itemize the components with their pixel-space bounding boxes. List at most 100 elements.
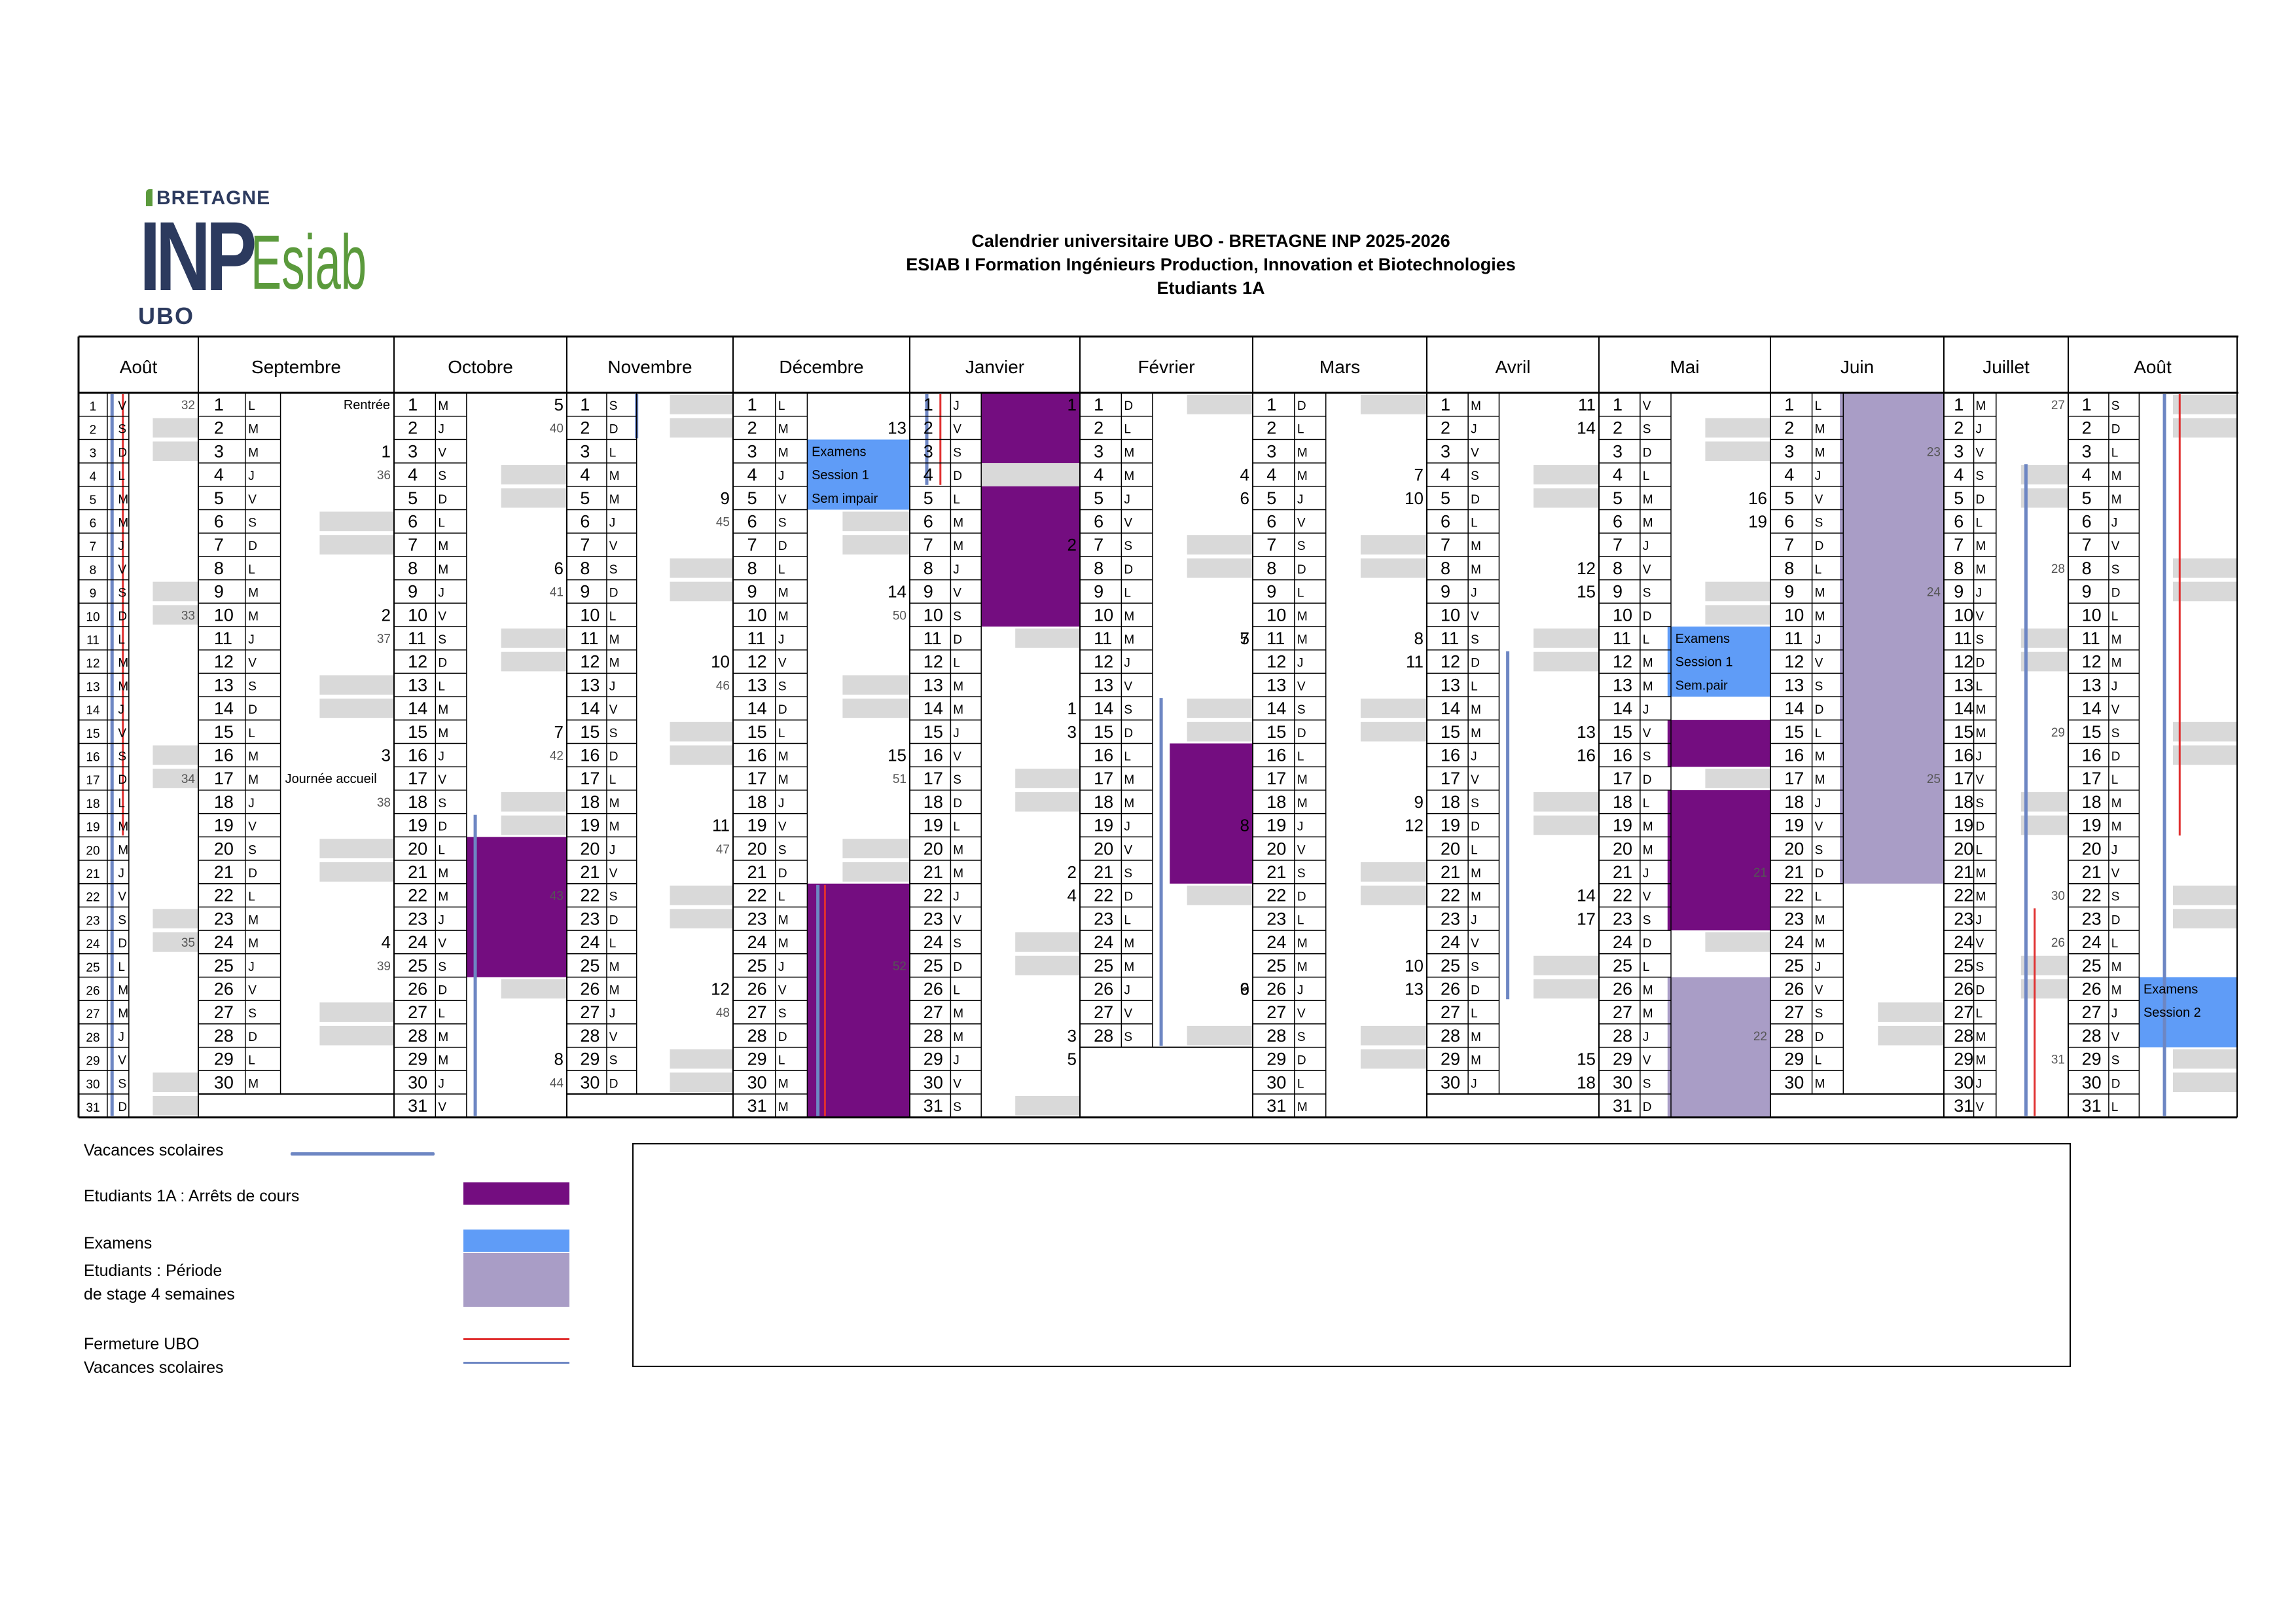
day-letter: D	[1815, 539, 1824, 553]
logo: BRETAGNE INP Esiab UBO	[134, 183, 367, 340]
day-number: 7	[214, 535, 224, 555]
day-letter: L	[118, 960, 125, 974]
day-letter: L	[1297, 913, 1304, 927]
day-number: 13	[408, 675, 427, 695]
day-number: 9	[580, 582, 590, 602]
weekend-shade	[670, 745, 733, 765]
day-letter: S	[1471, 469, 1479, 483]
day-letter: M	[953, 843, 963, 857]
day-number: 17	[924, 769, 943, 788]
day-letter: V	[609, 539, 618, 553]
day-letter: V	[778, 984, 787, 998]
weekend-shade	[1534, 465, 1599, 484]
weekend-shade	[152, 581, 198, 602]
week-number: 10	[711, 652, 730, 672]
day-number: 26	[1613, 979, 1632, 999]
day-number: 14	[1613, 699, 1632, 718]
weekend-shade	[842, 699, 910, 718]
week-number: 12	[1577, 558, 1596, 578]
day-number: 3	[2082, 441, 2092, 461]
day-letter: M	[1815, 587, 1825, 600]
day-letter: S	[953, 773, 961, 787]
day-number: 2	[580, 418, 590, 438]
weekend-shade	[1015, 932, 1080, 952]
day-letter: D	[953, 633, 962, 647]
day-number: 10	[214, 605, 234, 625]
day-number: 14	[214, 699, 234, 718]
week-number: 23	[1927, 445, 1941, 459]
day-number: 19	[214, 816, 234, 835]
day-letter: M	[1643, 657, 1653, 670]
day-letter: L	[248, 890, 255, 904]
day-letter: V	[438, 773, 446, 787]
day-number: 3	[924, 441, 933, 461]
day-letter: M	[1975, 539, 1986, 553]
day-letter: J	[1643, 703, 1649, 717]
day-letter: V	[1297, 680, 1306, 693]
day-letter: M	[1643, 1007, 1653, 1021]
day-letter: J	[1643, 539, 1649, 553]
day-letter: S	[1975, 469, 1984, 483]
day-number: 16	[1954, 746, 1973, 765]
day-number: 6	[1266, 512, 1276, 532]
day-letter: J	[953, 890, 960, 904]
legend-fermeture-swatch	[463, 1338, 569, 1340]
stage-block	[1667, 977, 1770, 1118]
day-number: 10	[1784, 605, 1804, 625]
arret-block	[1170, 743, 1253, 884]
day-number: 13	[924, 675, 943, 695]
day-letter: L	[609, 446, 617, 460]
day-number: 2	[1266, 418, 1276, 438]
day-number: 30	[580, 1072, 600, 1092]
day-letter: D	[1124, 399, 1133, 413]
weekend-shade	[2020, 488, 2068, 508]
day-letter: V	[1815, 984, 1823, 998]
weekend-shade	[1187, 721, 1253, 742]
day-letter: S	[1297, 867, 1306, 881]
week-number: 3	[1067, 1026, 1077, 1046]
day-letter: M	[1297, 633, 1308, 647]
weekend-shade	[2020, 629, 2068, 648]
day-number: 15	[1094, 722, 1113, 742]
week-number: 40	[550, 422, 564, 436]
cell-annotation: Examens	[812, 445, 866, 459]
day-letter: L	[953, 657, 960, 670]
day-letter: M	[118, 1007, 128, 1021]
day-letter: J	[1297, 657, 1304, 670]
day-letter: L	[1124, 423, 1131, 437]
weekend-shade	[1878, 1025, 1944, 1046]
day-number: 2	[1784, 418, 1794, 438]
day-letter: D	[118, 937, 127, 951]
title-line-1: Calendrier universitaire UBO - BRETAGNE …	[971, 231, 1450, 251]
week-number: 16	[1577, 746, 1596, 765]
day-number: 3	[1094, 441, 1103, 461]
week-number: 11	[712, 816, 730, 835]
day-number: 1	[1266, 395, 1276, 414]
day-number: 28	[1954, 1026, 1973, 1046]
day-letter: S	[248, 680, 257, 693]
day-letter: S	[2111, 727, 2120, 740]
day-number: 1	[1613, 395, 1623, 414]
month-header: Juillet	[1982, 357, 2030, 377]
week-number: 4	[1067, 886, 1077, 905]
day-number: 15	[214, 722, 234, 742]
day-number: 27	[580, 1002, 600, 1022]
day-number: 12	[1784, 652, 1804, 672]
weekend-shade	[1705, 441, 1770, 462]
month-header: Avril	[1496, 357, 1531, 377]
day-letter: D	[1643, 1101, 1652, 1114]
day-number: 4	[1613, 465, 1623, 484]
day-letter: V	[2111, 1030, 2120, 1044]
cell-annotation: Examens	[1676, 632, 1730, 646]
day-letter: M	[438, 563, 448, 577]
day-number: 12	[2082, 652, 2102, 672]
day-number: 14	[408, 699, 427, 718]
day-number: 2	[1094, 418, 1103, 438]
day-number: 9	[1441, 582, 1450, 602]
day-letter: M	[1471, 703, 1481, 717]
weekend-shade	[2172, 885, 2237, 905]
day-number: 23	[86, 914, 99, 928]
day-number: 27	[1613, 1002, 1632, 1022]
day-letter: M	[953, 539, 963, 553]
week-number: 12	[711, 979, 730, 999]
